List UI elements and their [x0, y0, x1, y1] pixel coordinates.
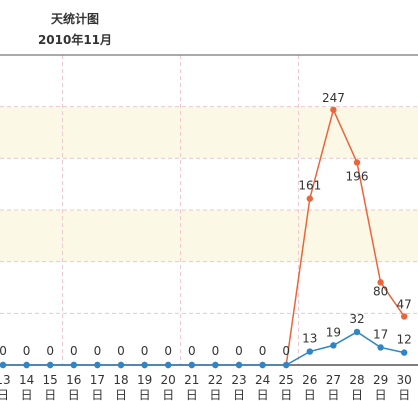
data-point: [401, 349, 408, 356]
x-tick-label: 日: [375, 388, 387, 401]
x-tick-label: 日: [91, 388, 103, 401]
data-point: [306, 195, 313, 202]
data-point: [117, 361, 125, 369]
x-tick-label: 27: [326, 373, 341, 387]
x-tick-label: 23: [231, 373, 246, 387]
background-band: [0, 210, 418, 262]
x-tick-label: 日: [351, 388, 363, 401]
x-tick-label: 日: [398, 388, 410, 401]
data-label: 12: [397, 333, 412, 347]
data-label: 0: [23, 344, 31, 358]
data-point: [47, 361, 54, 369]
chart-titles: 天统计图 2010年11月: [0, 0, 150, 48]
data-point: [94, 361, 101, 369]
data-point: [353, 328, 361, 336]
data-label: 161: [298, 179, 321, 193]
background-band: [0, 106, 418, 159]
x-tick-label: 16: [66, 373, 81, 387]
x-tick-label: 日: [44, 388, 56, 401]
x-tick-label: 28: [349, 373, 364, 387]
x-tick-label: 26: [302, 373, 317, 387]
data-label: 0: [70, 344, 78, 358]
data-point: [259, 361, 266, 369]
data-label: 0: [164, 344, 172, 358]
x-tick-label: 日: [162, 388, 174, 401]
data-point: [0, 361, 7, 369]
data-label: 247: [322, 91, 345, 105]
data-label: 0: [212, 344, 220, 358]
x-tick-label: 14: [19, 373, 34, 387]
series-line-2: [3, 331, 405, 366]
x-tick-label: 日: [304, 388, 316, 401]
data-point: [283, 361, 290, 369]
data-point: [70, 361, 78, 369]
data-point: [188, 361, 195, 369]
data-point: [23, 361, 30, 369]
x-tick-label: 29: [373, 373, 388, 387]
data-label: 0: [235, 344, 243, 358]
data-label: 47: [397, 297, 412, 311]
x-tick-label: 日: [186, 388, 198, 401]
data-label: 0: [188, 344, 196, 358]
x-tick-label: 13: [0, 373, 11, 387]
x-tick-label: 15: [43, 373, 58, 387]
data-point: [353, 159, 361, 166]
x-tick-label: 日: [233, 388, 245, 401]
x-tick-label: 24: [255, 373, 270, 387]
x-tick-label: 19: [137, 373, 152, 387]
x-tick-label: 20: [161, 373, 176, 387]
data-label: 0: [46, 344, 54, 358]
x-tick-label: 日: [139, 388, 151, 401]
x-tick-label: 17: [90, 373, 105, 387]
data-label: 17: [373, 327, 388, 341]
x-tick-label: 日: [21, 388, 33, 401]
chart-title: 天统计图: [50, 12, 99, 26]
data-label: 32: [349, 312, 364, 326]
x-tick-label: 日: [280, 388, 292, 401]
data-point: [235, 361, 243, 369]
x-tick-label: 日: [209, 388, 221, 401]
x-tick-label: 30: [397, 373, 412, 387]
x-tick-label: 18: [113, 373, 128, 387]
data-point: [377, 279, 384, 286]
x-tick-label: 25: [279, 373, 294, 387]
data-point: [401, 313, 408, 320]
data-label: 13: [302, 332, 317, 346]
data-label: 0: [259, 344, 267, 358]
data-point: [330, 342, 337, 349]
data-point: [165, 361, 172, 369]
data-point: [306, 348, 313, 355]
data-label: 196: [346, 169, 369, 183]
data-label: 0: [0, 344, 7, 358]
data-point: [141, 361, 148, 369]
x-tick-label: 日: [257, 388, 269, 401]
x-tick-label: 日: [115, 388, 127, 401]
data-label: 80: [373, 284, 388, 298]
data-label: 0: [141, 344, 149, 358]
data-point: [330, 106, 337, 113]
x-tick-label: 日: [327, 388, 339, 401]
x-tick-label: 21: [184, 373, 199, 387]
data-point: [377, 344, 384, 351]
data-label: 19: [326, 325, 341, 339]
x-tick-label: 日: [0, 388, 9, 401]
data-point: [212, 361, 219, 369]
data-label: 0: [94, 344, 102, 358]
x-tick-label: 日: [68, 388, 80, 401]
data-label: 0: [117, 344, 125, 358]
data-label: 0: [282, 344, 290, 358]
x-tick-label: 22: [208, 373, 223, 387]
chart-subtitle: 2010年11月: [37, 33, 113, 47]
